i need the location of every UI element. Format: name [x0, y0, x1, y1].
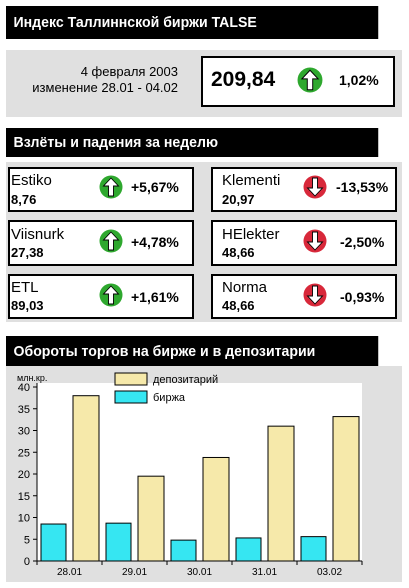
stock-value: 8,76: [11, 192, 37, 207]
down-arrow-icon: [303, 229, 327, 253]
bar-birzha: [235, 537, 262, 562]
bar-birzha: [300, 536, 327, 562]
stock-card-helekter: [211, 220, 397, 266]
up-arrow-icon: [99, 175, 123, 199]
stock-value: 89,03: [11, 298, 44, 313]
stock-change: +4,78%: [131, 234, 179, 250]
x-tick-label: 29.01: [122, 567, 147, 578]
legend-label-depozitariy: депозитарий: [153, 374, 218, 386]
down-arrow-icon: [303, 175, 327, 199]
weekly-title-bar: Взлёты и падения за неделю: [6, 128, 379, 157]
y-tick-label: 25: [18, 447, 30, 459]
stock-change: -0,93%: [340, 289, 385, 305]
bar-birzha: [170, 539, 197, 562]
bar-birzha: [40, 523, 67, 562]
stock-value: 48,66: [222, 298, 255, 313]
up-arrow-icon: [99, 229, 123, 253]
bar-depozitariy: [267, 425, 295, 562]
y-tick-label: 0: [24, 556, 30, 568]
legend-swatch-birzha: [114, 390, 148, 404]
stock-name: HElekter: [222, 226, 280, 243]
turnover-title-bar: Обороты торгов на бирже и в депозитарии: [6, 336, 379, 366]
stock-change: -13,53%: [336, 179, 389, 195]
index-up-arrow-icon: [297, 67, 323, 93]
index-change: 1,02%: [339, 72, 379, 88]
y-tick-label: 40: [18, 382, 30, 394]
x-tick-label: 03.02: [317, 567, 342, 578]
index-title-bar: Индекс Таллиннской биржи TALSE: [6, 6, 379, 39]
stock-value: 48,66: [222, 245, 255, 260]
index-title: Индекс Таллиннской биржи TALSE: [13, 14, 257, 31]
up-arrow-icon: [99, 283, 123, 307]
stock-change: -2,50%: [340, 234, 385, 250]
x-tick-label: 31.01: [252, 567, 277, 578]
bar-depozitariy: [202, 456, 230, 562]
index-value: 209,84: [211, 68, 276, 91]
legend-swatch-depozitariy: [114, 372, 148, 386]
index-period: изменение 28.01 - 04.02: [32, 80, 178, 95]
stock-name: Klementi: [222, 172, 281, 189]
stock-name: Estiko: [11, 172, 52, 189]
stock-value: 27,38: [11, 245, 44, 260]
turnover-title: Обороты торгов на бирже и в депозитарии: [13, 342, 316, 360]
stock-change: +5,67%: [131, 179, 179, 195]
x-tick-label: 30.01: [187, 567, 212, 578]
stock-change: +1,61%: [131, 289, 179, 305]
stock-name: Viisnurk: [11, 226, 65, 243]
y-tick-label: 15: [18, 491, 30, 503]
y-tick-label: 30: [18, 426, 30, 438]
bar-birzha: [105, 522, 132, 562]
stock-name: ETL: [11, 279, 39, 296]
bar-depozitariy: [137, 475, 165, 562]
stock-name: Norma: [222, 279, 268, 296]
weekly-title: Взлёты и падения за неделю: [13, 134, 218, 151]
x-tick-label: 28.01: [57, 567, 82, 578]
down-arrow-icon: [303, 283, 327, 307]
y-tick-label: 20: [18, 469, 30, 481]
y-tick-label: 35: [18, 404, 30, 416]
y-axis-label: млн.кр.: [17, 373, 47, 383]
bar-depozitariy: [72, 395, 100, 562]
y-tick-label: 5: [24, 534, 30, 546]
stock-value: 20,97: [222, 192, 255, 207]
y-tick-label: 10: [18, 513, 30, 525]
index-date: 4 февраля 2003: [80, 64, 178, 79]
legend-label-birzha: биржа: [153, 392, 186, 404]
bar-depozitariy: [332, 416, 360, 562]
